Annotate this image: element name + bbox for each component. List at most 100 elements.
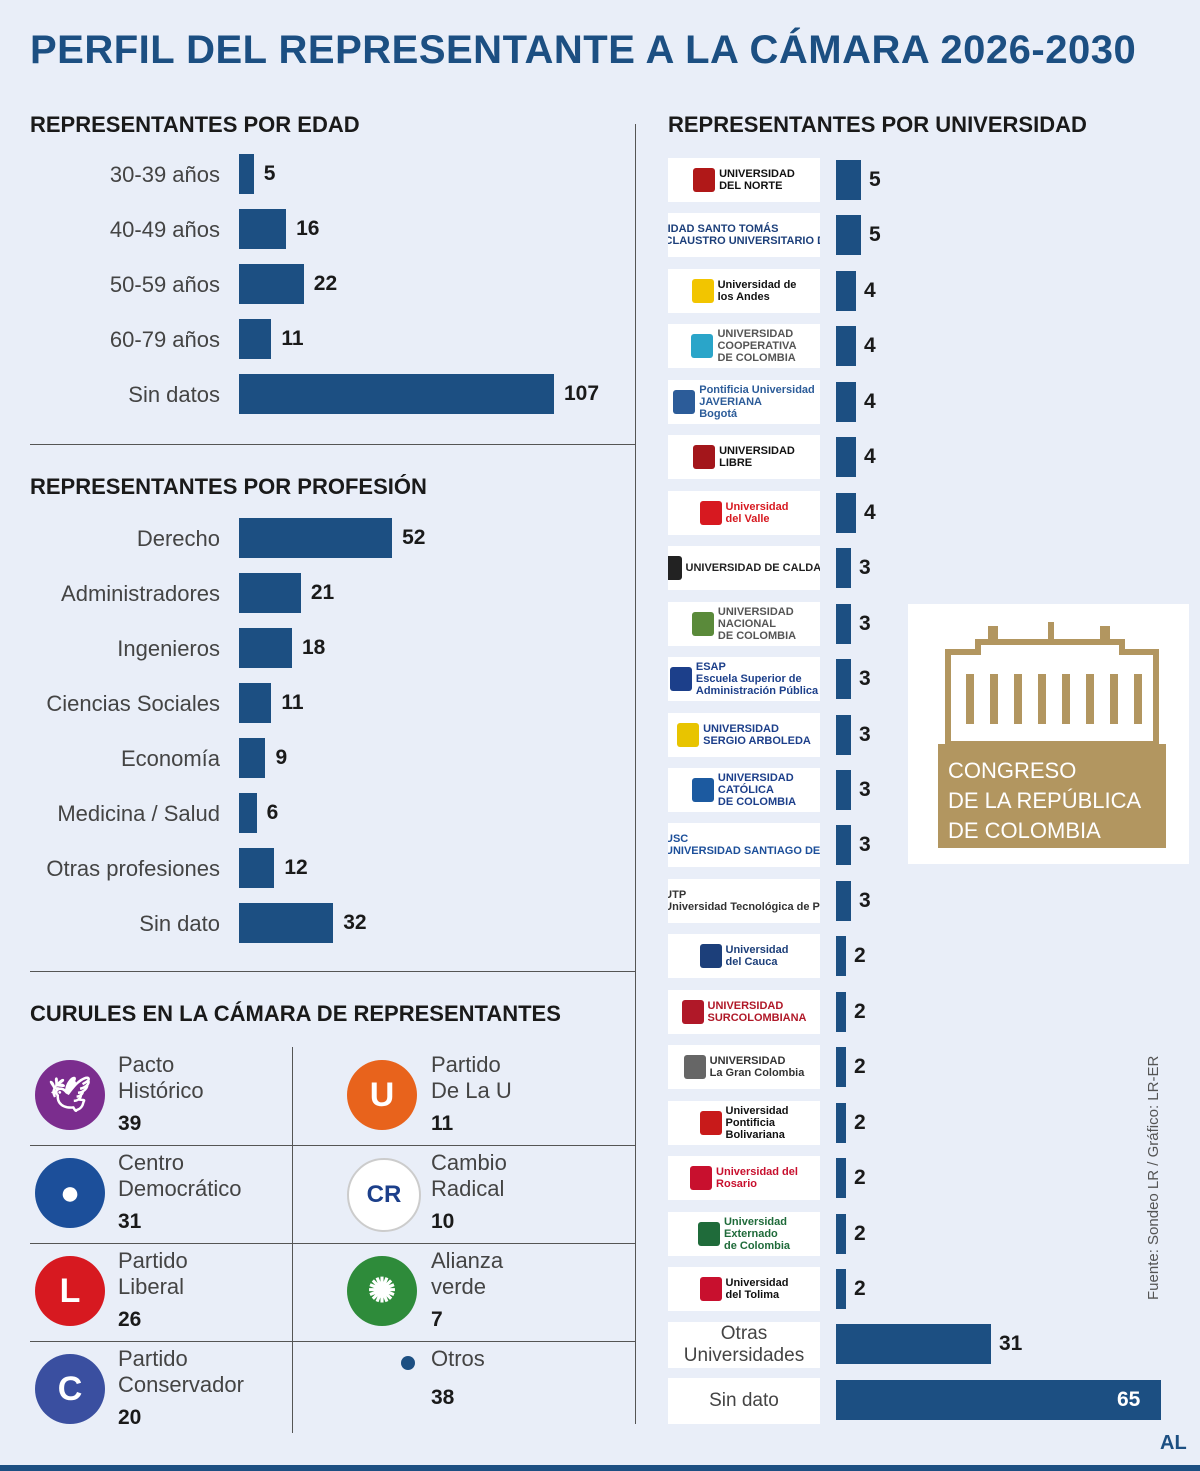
c-letter-icon: C bbox=[35, 1354, 105, 1424]
university-crest-icon bbox=[673, 389, 696, 414]
table-divider bbox=[30, 1341, 636, 1342]
bar-value: 3 bbox=[859, 667, 871, 691]
university-logo: Universidad del Cauca bbox=[668, 934, 820, 979]
bar bbox=[239, 573, 301, 613]
university-logo-text: UNIVERSIDAD SURCOLOMBIANA bbox=[708, 1000, 807, 1024]
congreso-line: DE LA REPÚBLICA bbox=[948, 788, 1142, 813]
university-logo-line: UNIVERSIDAD bbox=[719, 168, 795, 180]
bar bbox=[239, 903, 334, 943]
bar bbox=[239, 154, 254, 194]
bar-value: 2 bbox=[854, 1055, 866, 1079]
u-letter-icon: U bbox=[347, 1060, 417, 1130]
bar-value: 3 bbox=[859, 556, 871, 580]
university-logo-line: SURCOLOMBIANA bbox=[707, 1011, 807, 1024]
university-logo-line: La Gran Colombia bbox=[709, 1067, 805, 1080]
party-seats: 39 bbox=[118, 1112, 142, 1135]
person-silhouette-icon: ● bbox=[35, 1158, 105, 1228]
party-seats: 20 bbox=[118, 1406, 142, 1429]
party-seats: 7 bbox=[431, 1308, 443, 1331]
party-name: Otros bbox=[431, 1346, 485, 1372]
bar bbox=[239, 848, 275, 888]
university-logo-line: Universidad bbox=[725, 500, 789, 513]
university-logo: Universidad del Tolima bbox=[668, 1267, 820, 1311]
bar-value: 21 bbox=[310, 581, 335, 604]
university-section-title: REPRESENTANTES POR UNIVERSIDAD bbox=[668, 112, 1087, 137]
university-logo-line: UNIVERSIDAD SANTIAGO DE CALI bbox=[668, 845, 820, 858]
university-crest-icon bbox=[699, 500, 722, 525]
bar-label: 60-79 años bbox=[109, 327, 220, 352]
university-logo-text: UNIVERSIDAD LIBRE bbox=[719, 445, 795, 469]
party-seats: 38 bbox=[431, 1386, 455, 1409]
party-name-line: Histórico bbox=[118, 1078, 204, 1103]
university-logo-line: Bogotá bbox=[699, 407, 738, 420]
divider bbox=[30, 444, 636, 445]
university-logo-text: Universidad del Rosario bbox=[716, 1166, 798, 1190]
table-divider bbox=[292, 1047, 293, 1433]
university-logo-text: UNIVERSIDAD COOPERATIVA DE COLOMBIA bbox=[717, 328, 796, 364]
party-name: Alianza verde bbox=[431, 1248, 503, 1300]
university-logo: UNIVERSIDAD La Gran Colombia bbox=[668, 1045, 820, 1090]
divider bbox=[30, 971, 636, 972]
dove-icon: 🕊 bbox=[35, 1060, 105, 1130]
university-logo-text: UNIVERSIDAD La Gran Colombia bbox=[710, 1055, 805, 1079]
bar bbox=[836, 714, 851, 755]
bar-label: Derecho bbox=[136, 526, 220, 551]
bar-value: 5 bbox=[263, 162, 276, 185]
university-logo-line: PRIMER CLAUSTRO UNIVERSITARIO DE COLOMBI… bbox=[668, 235, 820, 248]
university-crest-icon bbox=[699, 1277, 722, 1301]
bar bbox=[239, 628, 292, 668]
party-name: Partido De La U bbox=[431, 1052, 512, 1104]
university-logo-line: UNIVERSIDAD bbox=[717, 328, 794, 341]
congreso-line: CONGRESO bbox=[948, 758, 1077, 783]
university-label-text: Sin dato bbox=[709, 1390, 779, 1412]
university-label-line: Universidades bbox=[683, 1345, 805, 1367]
bar-value: 52 bbox=[402, 526, 426, 549]
university-logo-line: SERGIO ARBOLEDA bbox=[703, 734, 811, 747]
university-logo: Universidad del Valle bbox=[668, 490, 820, 535]
university-logo-line: del Cauca bbox=[725, 956, 778, 969]
bar-value: 22 bbox=[313, 272, 338, 295]
university-logo-line: Universidad bbox=[725, 1277, 789, 1289]
university-crest-icon bbox=[693, 445, 716, 470]
university-crest-icon bbox=[691, 278, 714, 303]
bar-label: Sin datos bbox=[128, 382, 220, 407]
bar-value: 31 bbox=[999, 1332, 1023, 1356]
university-logo: UNIVERSIDAD SURCOLOMBIANA bbox=[668, 989, 820, 1034]
university-logo-line: UNIVERSIDAD bbox=[717, 771, 794, 784]
age-section-title: REPRESENTANTES POR EDAD bbox=[30, 112, 360, 137]
university-logo-line: UTP bbox=[668, 888, 687, 901]
party-seats: 11 bbox=[431, 1112, 454, 1135]
university-logo: UNIVERSIDAD NACIONAL DE COLOMBIA bbox=[668, 601, 820, 646]
university-logo-line: DEL NORTE bbox=[719, 180, 783, 192]
party-seats: 31 bbox=[118, 1210, 142, 1233]
university-logo-line: Administración Pública bbox=[695, 685, 819, 698]
bar-label: 40-49 años bbox=[109, 217, 220, 242]
bar bbox=[836, 769, 851, 810]
bar bbox=[836, 880, 851, 921]
university-logo-text: UNIVERSIDAD SANTO TOMÁSPRIMER CLAUSTRO U… bbox=[668, 223, 820, 247]
bar bbox=[836, 1213, 846, 1254]
university-logo-line: DE COLOMBIA bbox=[717, 629, 797, 642]
university-logo-line: UNIVERSIDAD SANTO TOMÁS bbox=[668, 223, 779, 236]
dot-icon bbox=[401, 1356, 415, 1370]
university-crest-icon bbox=[677, 722, 700, 747]
bar-value: 2 bbox=[854, 1166, 866, 1190]
bar bbox=[836, 1269, 846, 1309]
bar-value: 6 bbox=[266, 801, 279, 824]
bar-value: 2 bbox=[854, 1221, 866, 1245]
bar-value: 3 bbox=[859, 777, 871, 801]
university-logo-text: UNIVERSIDAD NACIONAL DE COLOMBIA bbox=[718, 606, 796, 642]
university-label: Sin dato bbox=[668, 1377, 820, 1424]
party-name-line: Conservador bbox=[118, 1372, 244, 1397]
university-logo-line: NACIONAL bbox=[717, 617, 776, 630]
party-name-line: Liberal bbox=[118, 1274, 185, 1299]
university-logo-line: USC bbox=[668, 833, 689, 846]
bar bbox=[239, 683, 272, 723]
university-logo-text: Universidad del Cauca bbox=[726, 944, 789, 968]
university-logo-line: UNIVERSIDAD bbox=[717, 605, 794, 618]
university-label-line: Otras bbox=[720, 1323, 768, 1345]
bar bbox=[836, 326, 856, 367]
bar bbox=[836, 437, 856, 478]
university-logo-line: ESAP bbox=[695, 661, 726, 674]
